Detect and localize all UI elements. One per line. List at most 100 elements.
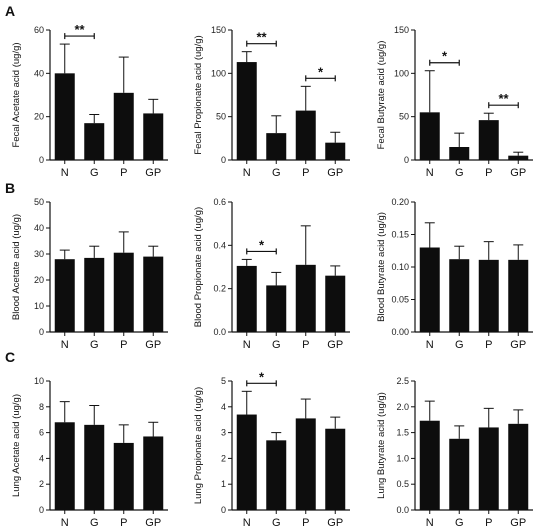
- bar: [325, 275, 346, 332]
- bar: [508, 259, 529, 332]
- x-tick-label: G: [272, 167, 281, 179]
- significance-marker: **: [74, 22, 85, 37]
- bar: [236, 62, 257, 160]
- y-axis-label: Fecal Propionate acid (ug/g): [193, 35, 204, 154]
- y-axis-label: Blood Butyrate acid (ug/g): [376, 212, 387, 322]
- x-tick-label: GP: [327, 167, 343, 179]
- x-tick-label: GP: [327, 517, 343, 529]
- bar: [325, 142, 346, 160]
- y-tick-label: 50: [216, 112, 226, 122]
- y-axis-label: Lung Acetate acid (ug/g): [11, 394, 22, 497]
- x-tick-label: P: [485, 167, 492, 179]
- x-tick-label: P: [302, 339, 309, 351]
- x-tick-label: P: [302, 167, 309, 179]
- x-tick-label: GP: [327, 339, 343, 351]
- bar: [266, 285, 287, 332]
- x-tick-label: G: [90, 517, 99, 529]
- bar: [325, 428, 346, 510]
- bar: [419, 420, 440, 510]
- y-tick-label: 0: [404, 155, 409, 165]
- chart-9: 0.0 0.5 1.0 1.5 2.0 2.5 Lung Butyrate acid (ug…: [376, 376, 533, 529]
- y-tick-label: 0.4: [213, 240, 226, 250]
- y-tick-label: 10: [34, 301, 44, 311]
- y-tick-label: 30: [34, 249, 44, 259]
- x-tick-label: GP: [510, 339, 526, 351]
- x-tick-label: GP: [145, 167, 161, 179]
- x-tick-label: GP: [145, 517, 161, 529]
- y-tick-label: 20: [34, 112, 44, 122]
- bar: [54, 422, 75, 510]
- y-tick-label: 1.0: [396, 453, 409, 463]
- y-tick-label: 50: [399, 112, 409, 122]
- bar: [113, 442, 134, 510]
- bar: [143, 113, 164, 160]
- x-tick-label: P: [120, 339, 127, 351]
- x-tick-label: P: [120, 167, 127, 179]
- significance-marker: *: [259, 237, 265, 252]
- y-tick-label: 0.2: [213, 284, 226, 294]
- x-tick-label: GP: [145, 339, 161, 351]
- x-tick-label: G: [90, 167, 99, 179]
- x-tick-label: N: [426, 339, 434, 351]
- bar: [84, 257, 105, 332]
- bar: [266, 440, 287, 510]
- x-tick-label: N: [243, 167, 251, 179]
- x-tick-label: G: [455, 517, 464, 529]
- significance-marker: **: [256, 30, 267, 45]
- y-axis-label: Blood Acetate acid (ug/g): [11, 214, 22, 320]
- chart-5: 0.0 0.2 0.4 0.6 Blood Propionate acid (ug/g)…: [193, 197, 350, 351]
- bar: [449, 147, 470, 160]
- y-tick-label: 100: [211, 68, 226, 78]
- bar: [143, 436, 164, 510]
- bar: [478, 259, 499, 332]
- y-tick-label: 2.0: [396, 402, 409, 412]
- bar: [54, 73, 75, 160]
- bar: [508, 423, 529, 510]
- y-tick-label: 1: [221, 479, 226, 489]
- y-tick-label: 0: [39, 505, 44, 515]
- bar: [236, 265, 257, 332]
- y-tick-label: 0.6: [213, 197, 226, 207]
- x-tick-label: GP: [510, 167, 526, 179]
- y-tick-label: 2.5: [396, 376, 409, 386]
- bar: [419, 112, 440, 160]
- y-axis-label: Lung Propionate acid (ug/g): [193, 387, 204, 504]
- bar: [478, 120, 499, 160]
- y-axis-label: Blood Propionate acid (ug/g): [193, 207, 204, 327]
- y-tick-label: 10: [34, 376, 44, 386]
- y-tick-label: 0.20: [391, 197, 409, 207]
- y-tick-label: 4: [39, 453, 44, 463]
- x-tick-label: G: [455, 339, 464, 351]
- bar: [508, 155, 529, 160]
- y-tick-label: 0: [39, 327, 44, 337]
- bar: [266, 133, 287, 160]
- bar: [449, 438, 470, 510]
- x-tick-label: P: [302, 517, 309, 529]
- y-tick-label: 3: [221, 428, 226, 438]
- y-tick-label: 8: [39, 402, 44, 412]
- bar: [54, 259, 75, 332]
- x-tick-label: GP: [510, 517, 526, 529]
- y-tick-label: 2: [39, 479, 44, 489]
- panel-label-c: C: [5, 349, 15, 365]
- significance-marker: *: [442, 49, 448, 64]
- x-tick-label: P: [485, 517, 492, 529]
- y-tick-label: 0.15: [391, 230, 409, 240]
- bar: [419, 247, 440, 332]
- y-tick-label: 2: [221, 453, 226, 463]
- panel-label-b: B: [5, 180, 15, 196]
- bar: [113, 252, 134, 332]
- y-tick-label: 0: [221, 505, 226, 515]
- y-tick-label: 150: [394, 25, 409, 35]
- y-tick-label: 60: [34, 25, 44, 35]
- bar: [295, 418, 316, 510]
- bar: [478, 427, 499, 510]
- x-tick-label: P: [485, 339, 492, 351]
